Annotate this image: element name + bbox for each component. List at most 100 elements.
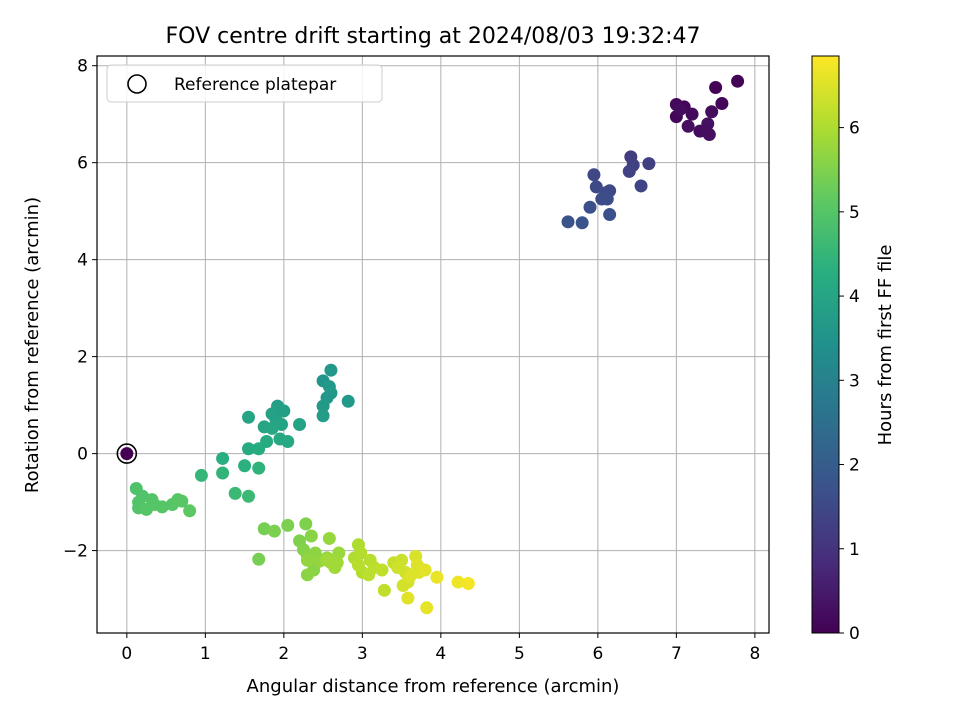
- y-tick-label: 4: [77, 251, 88, 271]
- scatter-point: [351, 558, 365, 572]
- colorbar-tick-label: 2: [849, 456, 860, 476]
- colorbar-gradient: [811, 55, 840, 634]
- x-tick-label: 1: [200, 644, 211, 664]
- scatter-point: [194, 468, 208, 482]
- scatter-point: [430, 570, 444, 584]
- scatter-point: [242, 410, 256, 424]
- scatter-point: [281, 518, 295, 532]
- chart-title: FOV centre drift starting at 2024/08/03 …: [166, 24, 701, 49]
- reference-point: [120, 447, 134, 461]
- scatter-point: [451, 575, 465, 589]
- x-tick-label: 3: [357, 644, 368, 664]
- scatter-point: [228, 486, 242, 500]
- scatter-point: [252, 552, 266, 566]
- x-tick-label: 4: [435, 644, 446, 664]
- scatter-point: [277, 404, 291, 418]
- scatter-point: [600, 192, 614, 206]
- scatter-point: [401, 591, 415, 605]
- legend-label: Reference platepar: [174, 75, 336, 95]
- y-axis-label: Rotation from reference (arcmin): [22, 197, 43, 493]
- scatter-point: [304, 529, 318, 543]
- scatter-point: [589, 180, 603, 194]
- scatter-point: [699, 124, 713, 138]
- x-tick-label: 5: [514, 644, 525, 664]
- scatter-point: [238, 459, 252, 473]
- scatter-point: [731, 74, 745, 88]
- scatter-point: [216, 451, 230, 465]
- scatter-point: [391, 561, 405, 575]
- scatter-point: [354, 546, 368, 560]
- scatter-point: [324, 363, 338, 377]
- scatter-point: [332, 546, 346, 560]
- legend: Reference platepar: [106, 64, 383, 103]
- plot-frame: [96, 55, 770, 634]
- x-tick-label: 8: [749, 644, 760, 664]
- scatter-point: [709, 81, 723, 95]
- x-tick-label: 6: [592, 644, 603, 664]
- scatter-point: [622, 164, 636, 178]
- colorbar-tick-label: 0: [849, 624, 860, 644]
- y-tick-label: 8: [77, 57, 88, 77]
- scatter-point: [634, 179, 648, 193]
- scatter-point: [375, 563, 389, 577]
- x-tick-label: 7: [671, 644, 682, 664]
- scatter-point: [642, 157, 656, 171]
- scatter-point: [681, 119, 695, 133]
- scatter-point: [362, 568, 376, 582]
- scatter-point: [252, 461, 266, 475]
- colorbar: 0 1 2 3 4 5 6 Hours from first FF file: [811, 55, 896, 644]
- y-tick-label: 0: [77, 445, 88, 465]
- scatter-point: [300, 553, 314, 567]
- y-tick-label: −2: [63, 542, 88, 562]
- colorbar-tick-label: 6: [849, 119, 860, 139]
- scatter-point: [252, 442, 266, 456]
- scatter-point: [461, 577, 475, 591]
- colorbar-label: Hours from first FF file: [875, 245, 896, 446]
- scatter-point: [281, 434, 295, 448]
- scatter-point: [603, 208, 617, 222]
- scatter-point: [293, 418, 307, 432]
- colorbar-tick-label: 4: [849, 287, 860, 307]
- scatter-point: [316, 399, 330, 413]
- data-points: [116, 74, 745, 615]
- legend-box: [106, 64, 383, 103]
- y-tick-label: 6: [77, 154, 88, 174]
- scatter-point: [418, 563, 432, 577]
- reference-marker-ring: [116, 443, 138, 464]
- y-tick-label: 2: [77, 348, 88, 368]
- scatter-point: [561, 215, 575, 229]
- x-tick-label: 0: [121, 644, 132, 664]
- scatter-point: [242, 489, 256, 503]
- scatter-point: [299, 517, 313, 531]
- colorbar-ticks: 0 1 2 3 4 5 6: [839, 119, 860, 644]
- colorbar-tick-label: 5: [849, 203, 860, 223]
- scatter-point: [587, 168, 601, 182]
- scatter-point: [715, 97, 729, 111]
- scatter-point: [257, 522, 271, 536]
- scatter-point: [267, 524, 281, 538]
- scatter-point: [377, 583, 391, 597]
- scatter-point: [175, 494, 189, 508]
- x-axis-label: Angular distance from reference (arcmin): [247, 676, 620, 697]
- scatter-point: [183, 504, 197, 518]
- x-tick-label: 2: [278, 644, 289, 664]
- y-axis-ticks: −2 0 2 4 6 8: [63, 57, 97, 562]
- scatter-point: [404, 568, 418, 582]
- scatter-point: [316, 409, 330, 423]
- legend-marker-hollow-circle: [127, 74, 147, 94]
- scatter-point: [300, 568, 314, 582]
- scatter-point: [216, 466, 230, 480]
- scatter-point: [575, 216, 589, 230]
- grid-lines: [97, 56, 769, 633]
- scatter-point: [155, 500, 169, 514]
- scatter-point: [583, 200, 597, 214]
- scatter-point: [320, 553, 334, 567]
- scatter-point: [673, 102, 687, 116]
- colorbar-tick-label: 3: [849, 371, 860, 391]
- scatter-point: [420, 601, 434, 615]
- colorbar-tick-label: 1: [849, 540, 860, 560]
- scatter-point: [341, 394, 355, 408]
- scatter-point: [242, 442, 256, 456]
- scatter-point: [685, 107, 699, 121]
